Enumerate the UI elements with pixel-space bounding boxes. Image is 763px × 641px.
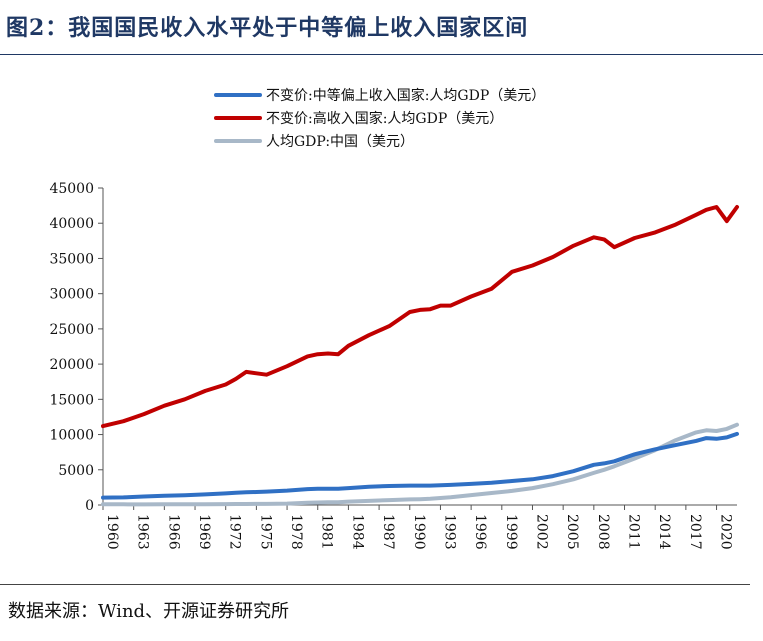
x-tick-label: 2002 <box>533 514 549 550</box>
x-tick-label: 1999 <box>503 514 519 550</box>
x-tick-label: 1972 <box>227 514 243 550</box>
y-tick-label: 30000 <box>49 287 94 303</box>
chart-legend: 不变价:中等偏上收入国家:人均GDP（美元） 不变价:高收入国家:人均GDP（美元… <box>214 87 545 150</box>
x-tick-label: 2005 <box>564 514 580 550</box>
x-tick-label: 1984 <box>349 514 365 550</box>
y-tick-label: 25000 <box>49 322 94 338</box>
x-tick-label: 1969 <box>196 514 212 550</box>
x-tick-label: 1996 <box>472 514 488 550</box>
x-tick-label: 1960 <box>104 514 120 550</box>
x-tick-label: 1987 <box>380 514 396 550</box>
y-tick-label: 45000 <box>49 181 94 197</box>
source-note: 数据来源：Wind、开源证券研究所 <box>8 601 290 622</box>
y-tick-label: 20000 <box>49 357 94 373</box>
legend-label-0: 不变价:中等偏上收入国家:人均GDP（美元） <box>266 87 545 104</box>
x-tick-label: 2020 <box>718 514 734 550</box>
legend-label-2: 人均GDP:中国（美元） <box>266 134 414 150</box>
x-tick-label: 2014 <box>656 514 672 550</box>
x-tick-label: 1978 <box>288 514 304 550</box>
x-tick-label: 2017 <box>687 514 703 550</box>
y-tick-label: 35000 <box>49 251 94 267</box>
x-tick-label: 2011 <box>626 514 642 550</box>
x-tick-label: 2008 <box>595 514 611 550</box>
y-tick-label: 10000 <box>49 428 94 444</box>
x-tick-label: 1963 <box>135 514 151 550</box>
x-tick-label: 1990 <box>411 514 427 550</box>
x-tick-label: 1966 <box>165 514 181 550</box>
legend-label-1: 不变价:高收入国家:人均GDP（美元） <box>266 110 503 127</box>
x-tick-label: 1981 <box>319 514 335 550</box>
chart-axes: 0 5000 10000 15000 20000 25000 30000 35000 40000… <box>49 181 737 550</box>
line-chart: 不变价:中等偏上收入国家:人均GDP（美元） 不变价:高收入国家:人均GDP（美元… <box>49 87 739 550</box>
source-divider <box>0 584 750 585</box>
series-line-1 <box>101 205 739 429</box>
x-tick-label: 1993 <box>441 514 457 550</box>
series-line-0 <box>101 431 739 500</box>
y-tick-label: 0 <box>85 498 94 514</box>
page-title: 图2：我国国民收入水平处于中等偏上收入国家区间 <box>6 15 529 41</box>
y-tick-label: 5000 <box>58 463 94 479</box>
y-tick-label: 15000 <box>49 392 94 408</box>
chart-series <box>101 205 739 507</box>
title-divider <box>0 54 763 55</box>
y-tick-label: 40000 <box>49 216 94 232</box>
x-tick-label: 1975 <box>257 514 273 550</box>
series-line-2 <box>101 422 739 507</box>
